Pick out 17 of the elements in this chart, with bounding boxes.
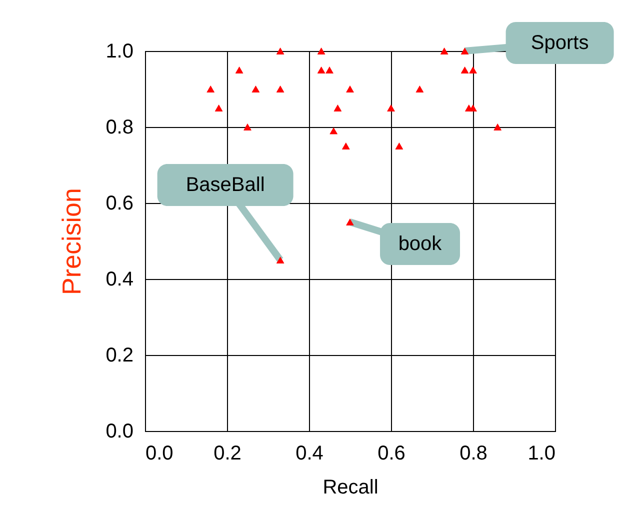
y-tick-label: 0.0 <box>106 420 134 442</box>
annotation: Sports <box>530 32 589 54</box>
x-tick-label: 0.8 <box>460 442 488 464</box>
annotation: BaseBall <box>186 174 265 196</box>
x-tick-label: 0.2 <box>214 442 242 464</box>
y-tick-label: 0.2 <box>106 344 134 366</box>
annotation: book <box>398 233 443 255</box>
y-tick-label: 1.0 <box>106 40 134 62</box>
x-tick-label: 0.0 <box>146 442 174 464</box>
x-tick-label: 1.0 <box>528 442 556 464</box>
y-tick-label: 0.4 <box>106 268 134 290</box>
y-axis-title: Precision <box>56 188 87 295</box>
y-tick-label: 0.8 <box>106 116 134 138</box>
x-tick-label: 0.4 <box>296 442 324 464</box>
y-tick-label: 0.6 <box>106 192 134 214</box>
x-axis-title: Recall <box>322 476 378 498</box>
x-tick-label: 0.6 <box>378 442 406 464</box>
